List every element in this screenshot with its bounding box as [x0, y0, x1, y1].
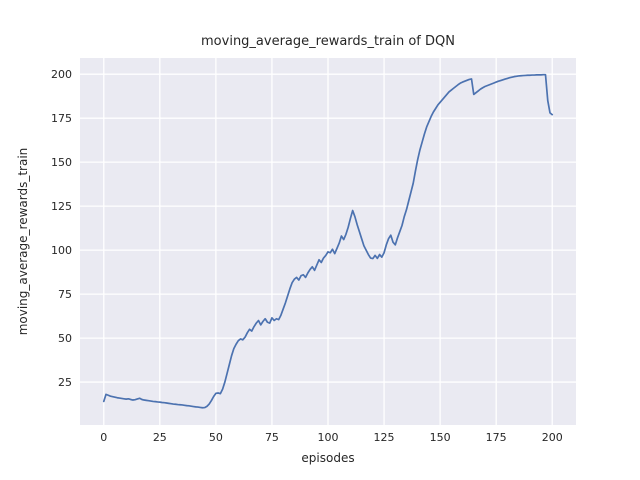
y-tick-label: 25 — [58, 376, 72, 389]
x-tick-label: 75 — [265, 431, 279, 444]
x-axis-label: episodes — [301, 451, 355, 465]
x-tick-label: 175 — [486, 431, 507, 444]
y-axis-label: moving_average_rewards_train — [16, 147, 30, 336]
x-tick-label: 100 — [318, 431, 339, 444]
series-line — [102, 73, 554, 409]
y-tick-label: 200 — [51, 68, 72, 81]
y-tick-label: 50 — [58, 332, 72, 345]
x-tick-label: 125 — [374, 431, 395, 444]
y-tick-label: 125 — [51, 200, 72, 213]
y-tick-label: 175 — [51, 112, 72, 125]
x-tick-label: 0 — [100, 431, 107, 444]
x-tick-label: 50 — [209, 431, 223, 444]
y-tick-label: 150 — [51, 156, 72, 169]
y-tick-label: 100 — [51, 244, 72, 257]
y-tick-label: 75 — [58, 288, 72, 301]
chart-title: moving_average_rewards_train of DQN — [201, 34, 455, 49]
x-tick-label: 25 — [153, 431, 167, 444]
x-tick-label: 150 — [430, 431, 451, 444]
x-tick-label: 200 — [542, 431, 563, 444]
